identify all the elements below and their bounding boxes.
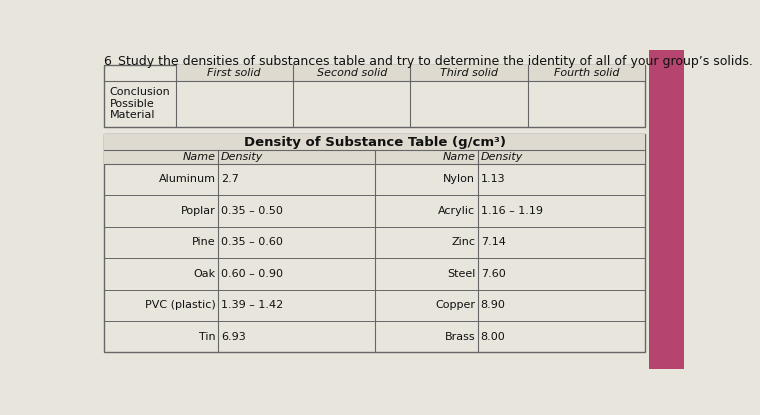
Bar xyxy=(104,150,645,164)
Text: Copper: Copper xyxy=(435,300,475,310)
Text: 8.00: 8.00 xyxy=(480,332,505,342)
Text: Zinc: Zinc xyxy=(451,237,475,247)
Text: Pine: Pine xyxy=(192,237,216,247)
Text: Brass: Brass xyxy=(445,332,475,342)
Text: Density of Substance Table (g/cm³): Density of Substance Table (g/cm³) xyxy=(244,136,505,149)
Text: 7.60: 7.60 xyxy=(480,269,505,279)
Text: Name: Name xyxy=(442,152,475,162)
Text: First solid: First solid xyxy=(207,68,261,78)
Text: Poplar: Poplar xyxy=(181,206,216,216)
Text: Aluminum: Aluminum xyxy=(159,174,216,185)
Text: Tin: Tin xyxy=(199,332,216,342)
Text: 1.16 – 1.19: 1.16 – 1.19 xyxy=(480,206,543,216)
Text: 0.60 – 0.90: 0.60 – 0.90 xyxy=(221,269,283,279)
Text: Study the densities of substances table and try to determine the identity of all: Study the densities of substances table … xyxy=(119,55,753,68)
Text: Fourth solid: Fourth solid xyxy=(554,68,619,78)
Text: Oak: Oak xyxy=(194,269,216,279)
Text: Nylon: Nylon xyxy=(443,174,475,185)
Text: 8.90: 8.90 xyxy=(480,300,505,310)
Text: Second solid: Second solid xyxy=(316,68,387,78)
Text: 7.14: 7.14 xyxy=(480,237,505,247)
Bar xyxy=(104,65,645,127)
Text: 6: 6 xyxy=(103,55,111,68)
Bar xyxy=(104,134,645,150)
Bar xyxy=(104,134,645,352)
Text: Conclusion
Possible
Material: Conclusion Possible Material xyxy=(109,87,170,120)
Text: Density: Density xyxy=(480,152,523,162)
Text: Acrylic: Acrylic xyxy=(438,206,475,216)
Text: Density: Density xyxy=(221,152,264,162)
Text: Third solid: Third solid xyxy=(440,68,498,78)
Text: Steel: Steel xyxy=(447,269,475,279)
Text: 6.93: 6.93 xyxy=(221,332,245,342)
Text: 1.39 – 1.42: 1.39 – 1.42 xyxy=(221,300,283,310)
Bar xyxy=(649,50,684,369)
Text: Name: Name xyxy=(182,152,216,162)
Text: PVC (plastic): PVC (plastic) xyxy=(145,300,216,310)
Text: 0.35 – 0.50: 0.35 – 0.50 xyxy=(221,206,283,216)
Text: 2.7: 2.7 xyxy=(221,174,239,185)
Bar xyxy=(176,65,645,81)
Text: 1.13: 1.13 xyxy=(480,174,505,185)
Text: 0.35 – 0.60: 0.35 – 0.60 xyxy=(221,237,283,247)
